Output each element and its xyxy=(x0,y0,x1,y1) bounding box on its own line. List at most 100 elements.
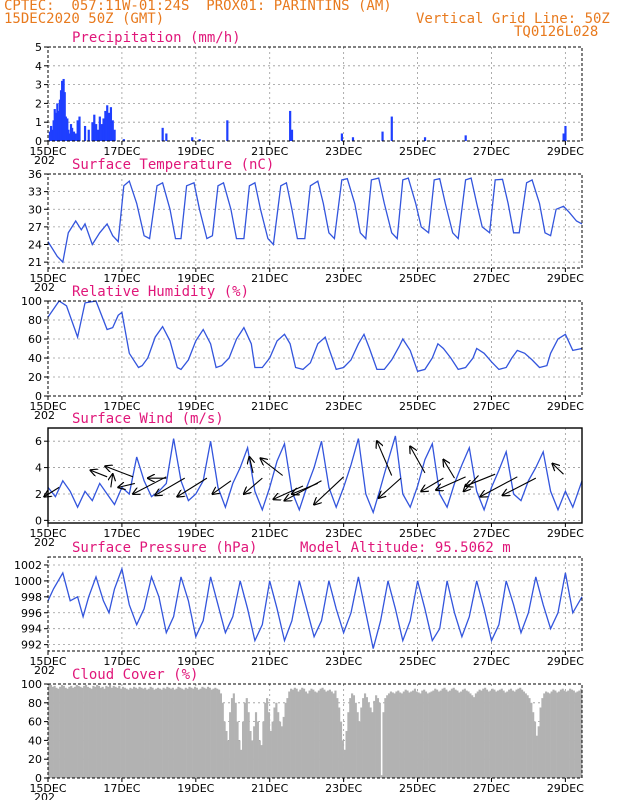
cloud-cover-bar xyxy=(297,691,300,778)
cloud-cover-bar xyxy=(151,687,154,778)
cloud-cover-bar xyxy=(432,690,435,778)
cloud-cover-bar xyxy=(247,712,250,778)
cloud-cover-bar xyxy=(521,689,524,778)
cloud-cover-bar xyxy=(413,688,417,778)
pressure-xtick-label: 19DEC xyxy=(177,655,214,668)
header-date: 15DEC2020 50Z (GMT) xyxy=(4,11,165,27)
cloud-cover-bar xyxy=(299,689,302,778)
cloud-cover-bar xyxy=(419,693,422,778)
cloud-cover-bar xyxy=(155,688,158,778)
precipitation-bar xyxy=(290,129,294,141)
precipitation-xtick-label: 21DEC xyxy=(251,145,288,158)
precipitation-bar xyxy=(59,90,63,141)
precipitation-bar xyxy=(68,133,71,141)
cloud-cover-ytick-label: 0 xyxy=(35,772,42,785)
cloud-cover-bar xyxy=(253,726,256,778)
cloud-cover-bar xyxy=(511,690,514,778)
cloud-cover-bar xyxy=(129,687,132,778)
cloud-cover-bar xyxy=(145,689,149,778)
wind-xtick-label: 17DEC xyxy=(103,527,140,540)
humidity-ytick-label: 40 xyxy=(28,352,42,365)
cloud-cover-bar xyxy=(57,688,60,778)
cloud-cover-bar xyxy=(84,684,88,778)
cloud-cover-bar xyxy=(271,721,274,778)
wind-xtick-label: 19DEC xyxy=(177,527,214,540)
cloud-cover-bar xyxy=(121,686,125,778)
cloud-cover-xtick-label: 29DEC xyxy=(547,782,584,795)
temperature-series-line xyxy=(47,177,583,264)
pressure-ytick-label: 1000 xyxy=(14,575,42,588)
cloud-cover-bar xyxy=(245,698,248,778)
cloud-cover-bar xyxy=(417,692,420,778)
cloud-cover-bar xyxy=(319,688,322,778)
precipitation-frame xyxy=(47,46,583,142)
precipitation-ytick-label: 5 xyxy=(35,41,42,54)
precipitation-panel xyxy=(44,46,583,145)
cloud-cover-bar xyxy=(99,687,102,778)
cloud-cover-bar xyxy=(484,687,487,778)
cloud-cover-bar xyxy=(243,702,247,778)
cloud-cover-bar xyxy=(75,684,78,778)
cloud-cover-ytick-label: 60 xyxy=(28,716,42,729)
cloud-cover-bar xyxy=(149,686,152,778)
cloud-cover-bar xyxy=(273,707,276,778)
pressure-xtick-label: 27DEC xyxy=(473,655,510,668)
pressure-frame xyxy=(47,556,583,652)
cloud-cover-bar xyxy=(362,698,365,778)
wind-vector-arrow xyxy=(314,476,345,505)
cloud-cover-bar xyxy=(249,731,252,778)
cloud-cover-bar xyxy=(179,687,182,778)
cloud-cover-bar xyxy=(424,691,428,778)
wind-year-label: 202 xyxy=(34,536,55,549)
precipitation-bar xyxy=(83,125,87,141)
cloud-cover-bar xyxy=(524,693,527,778)
cloud-cover-bar xyxy=(465,690,468,778)
precipitation-bar xyxy=(340,133,343,141)
cloud-cover-bar xyxy=(260,745,263,778)
precipitation-bar xyxy=(66,118,69,141)
pressure-ytick-label: 992 xyxy=(21,639,42,652)
precipitation-bar xyxy=(102,118,105,141)
cloud-cover-bar xyxy=(497,690,500,778)
cloud-cover-bar xyxy=(114,686,117,778)
cloud-cover-bar xyxy=(92,685,95,778)
cloud-cover-bar xyxy=(395,691,398,778)
cloud-cover-bar xyxy=(352,695,356,778)
wind-vector-arrow xyxy=(379,477,402,498)
cloud-cover-ytick-label: 100 xyxy=(21,678,42,691)
cloud-cover-bar xyxy=(323,689,326,778)
precipitation-bar xyxy=(95,124,98,141)
precipitation-year-label: 202 xyxy=(34,154,55,167)
cloud-cover-bar xyxy=(517,688,520,778)
cloud-cover-bar xyxy=(543,693,546,778)
cloud-cover-bar xyxy=(267,712,271,778)
cloud-cover-bar xyxy=(304,691,307,778)
cloud-cover-bar xyxy=(72,687,75,778)
cloud-cover-bar xyxy=(356,712,359,778)
cloud-cover-bar xyxy=(118,685,121,778)
wind-vector-arrow xyxy=(410,446,426,474)
cloud-cover-xtick-label: 15DEC xyxy=(29,782,66,795)
cloud-cover-xtick-label: 27DEC xyxy=(473,782,510,795)
cloud-cover-bar xyxy=(371,712,374,778)
cloud-cover-bar xyxy=(570,689,574,778)
precipitation-bar xyxy=(51,129,54,141)
cloud-cover-bar xyxy=(467,691,470,778)
wind-ytick-label: 4 xyxy=(35,462,42,475)
cloud-cover-frame xyxy=(47,683,583,779)
precipitation-bar xyxy=(464,135,467,141)
cloud-cover-bar xyxy=(293,687,296,778)
cloud-cover-bar xyxy=(55,687,58,778)
temperature-title: Surface Temperature (nC) xyxy=(72,157,274,173)
cloud-cover-bar xyxy=(391,692,394,778)
wind-vector-arrow xyxy=(133,476,167,494)
humidity-ytick-label: 20 xyxy=(28,371,42,384)
wind-series-line xyxy=(47,435,583,515)
cloud-cover-bar xyxy=(258,740,261,778)
precipitation-xtick-label: 19DEC xyxy=(177,145,214,158)
cloud-cover-bar xyxy=(120,688,123,778)
cloud-cover-bar xyxy=(70,685,73,778)
cloud-cover-bar xyxy=(62,685,65,778)
cloud-cover-bar xyxy=(158,688,162,778)
